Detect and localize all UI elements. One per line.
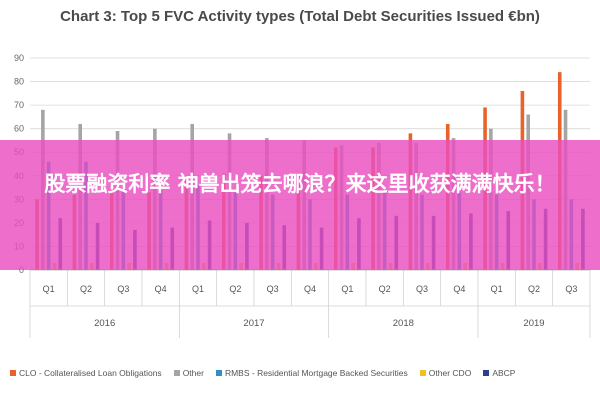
x-tick-label: Q1 bbox=[491, 284, 503, 294]
x-tick-label: Q2 bbox=[528, 284, 540, 294]
y-tick-label: 80 bbox=[14, 77, 24, 87]
y-tick-label: 0 bbox=[19, 265, 24, 275]
x-tick-label: Q2 bbox=[229, 284, 241, 294]
group-label: 2019 bbox=[523, 318, 544, 329]
y-tick-label: 90 bbox=[14, 53, 24, 63]
legend-swatch bbox=[10, 370, 16, 376]
legend-swatch bbox=[215, 370, 222, 376]
legend-item: Other CDO bbox=[419, 368, 472, 378]
overlay-banner-text: 股票融资利率 神兽出笼去哪浪？来这里收获满满快乐！ bbox=[44, 172, 556, 196]
legend-swatch bbox=[483, 370, 490, 376]
chart-legend: CLO - Collateralised Loan Obligations Oth… bbox=[10, 368, 590, 378]
x-tick-label: Q1 bbox=[341, 284, 353, 294]
x-tick-label: Q3 bbox=[416, 284, 428, 294]
group-label: 2016 bbox=[94, 318, 115, 329]
overlay-banner bbox=[0, 140, 600, 270]
x-tick-label: Q4 bbox=[155, 284, 167, 294]
x-tick-label: Q4 bbox=[304, 284, 316, 294]
chart-title: Chart 3: Top 5 FVC Activity types (Total… bbox=[60, 8, 540, 25]
x-tick-label: Q3 bbox=[565, 284, 577, 294]
legend-swatch bbox=[419, 370, 426, 376]
legend-item: Other bbox=[173, 368, 204, 378]
group-label: 2018 bbox=[393, 318, 414, 329]
y-tick-label: 60 bbox=[14, 124, 24, 134]
x-tick-label: Q4 bbox=[453, 284, 465, 294]
legend-item: ABCP bbox=[483, 368, 515, 378]
legend-item: CLO - Collateralised Loan Obligations bbox=[10, 368, 162, 378]
group-label: 2017 bbox=[243, 318, 264, 329]
legend-swatch bbox=[173, 370, 180, 376]
legend-label: Other bbox=[182, 368, 204, 378]
legend-label: Other CDO bbox=[428, 368, 472, 378]
y-tick-label: 70 bbox=[14, 100, 24, 110]
legend-item: RMBS - Residential Mortgage Backed Secur… bbox=[215, 368, 408, 378]
legend-label: RMBS - Residential Mortgage Backed Secur… bbox=[224, 368, 408, 378]
x-tick-label: Q2 bbox=[379, 284, 391, 294]
x-tick-label: Q1 bbox=[192, 284, 204, 294]
legend-label: CLO - Collateralised Loan Obligations bbox=[19, 368, 162, 378]
x-tick-label: Q3 bbox=[267, 284, 279, 294]
x-tick-label: Q2 bbox=[80, 284, 92, 294]
x-tick-label: Q1 bbox=[43, 284, 55, 294]
x-tick-label: Q3 bbox=[117, 284, 129, 294]
legend-label: ABCP bbox=[492, 368, 516, 378]
